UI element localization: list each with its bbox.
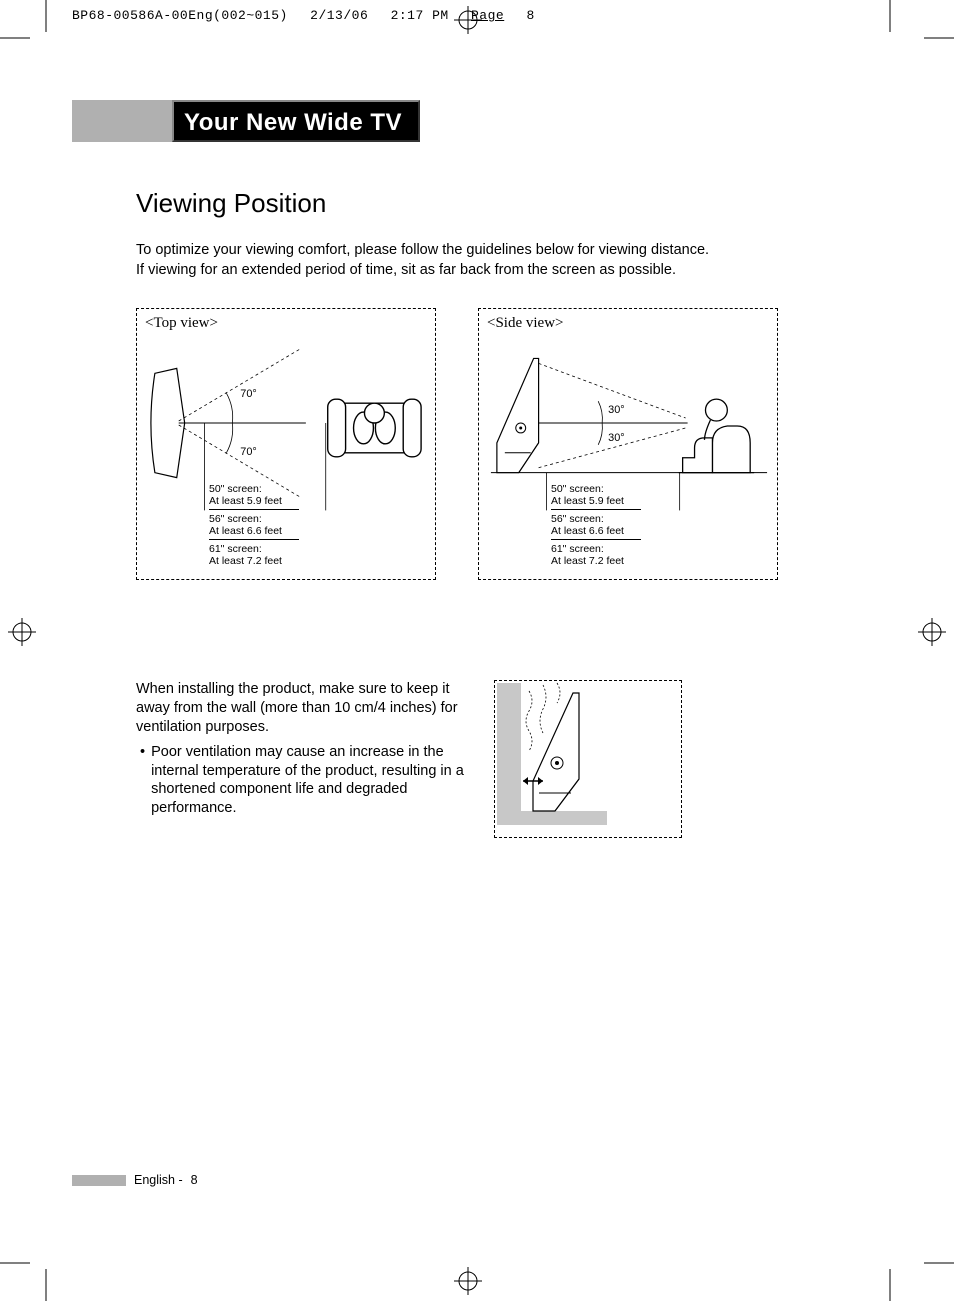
top-view-label: <Top view>	[145, 315, 427, 332]
title-bar: Your New Wide TV	[72, 100, 882, 142]
page-footer: English - 8	[72, 1173, 198, 1187]
top-view-diagram: <Top view> 70° 70°	[136, 308, 436, 580]
footer-gray-bar	[72, 1175, 126, 1186]
side-view-diagram: <Side view> 30° 30°	[478, 308, 778, 580]
title-gray-block	[72, 100, 172, 142]
header-meta: BP68-00586A-00Eng(002~015) 2/13/06 2:17 …	[72, 8, 549, 23]
footer-lang: English -	[134, 1173, 183, 1187]
dist-row: 61" screen:At least 7.2 feet	[209, 539, 299, 569]
doc-date: 2/13/06	[310, 8, 368, 23]
side-view-label: <Side view>	[487, 315, 769, 332]
top-angle-1: 70°	[240, 388, 257, 400]
bullet-icon: •	[140, 743, 145, 818]
section-title: Viewing Position	[136, 188, 882, 219]
dist-row: 61" screen:At least 7.2 feet	[551, 539, 641, 569]
distance-table-side: 50" screen:At least 5.9 feet 56" screen:…	[551, 480, 641, 569]
dist-row: 50" screen:At least 5.9 feet	[551, 480, 641, 509]
side-angle-1: 30°	[608, 404, 625, 416]
side-angle-2: 30°	[608, 432, 625, 444]
ventilation-diagram	[494, 680, 682, 838]
install-text: When installing the product, make sure t…	[136, 680, 476, 818]
distance-table-top: 50" screen:At least 5.9 feet 56" screen:…	[209, 480, 299, 569]
page-label: Page	[471, 8, 504, 23]
doc-time: 2:17 PM	[391, 8, 449, 23]
dist-row: 56" screen:At least 6.6 feet	[551, 509, 641, 539]
install-p1: When installing the product, make sure t…	[136, 680, 476, 737]
dist-row: 50" screen:At least 5.9 feet	[209, 480, 299, 509]
install-bullet: Poor ventilation may cause an increase i…	[151, 743, 476, 818]
intro-text: To optimize your viewing comfort, please…	[136, 241, 882, 280]
footer-page: 8	[191, 1173, 198, 1187]
intro-line-2: If viewing for an extended period of tim…	[136, 261, 882, 281]
intro-line-1: To optimize your viewing comfort, please…	[136, 241, 882, 261]
page-title: Your New Wide TV	[172, 100, 420, 142]
dist-row: 56" screen:At least 6.6 feet	[209, 509, 299, 539]
vent-figure	[495, 681, 681, 837]
doc-id: BP68-00586A-00Eng(002~015)	[72, 8, 288, 23]
page-num: 8	[527, 8, 535, 23]
top-angle-2: 70°	[240, 446, 257, 458]
